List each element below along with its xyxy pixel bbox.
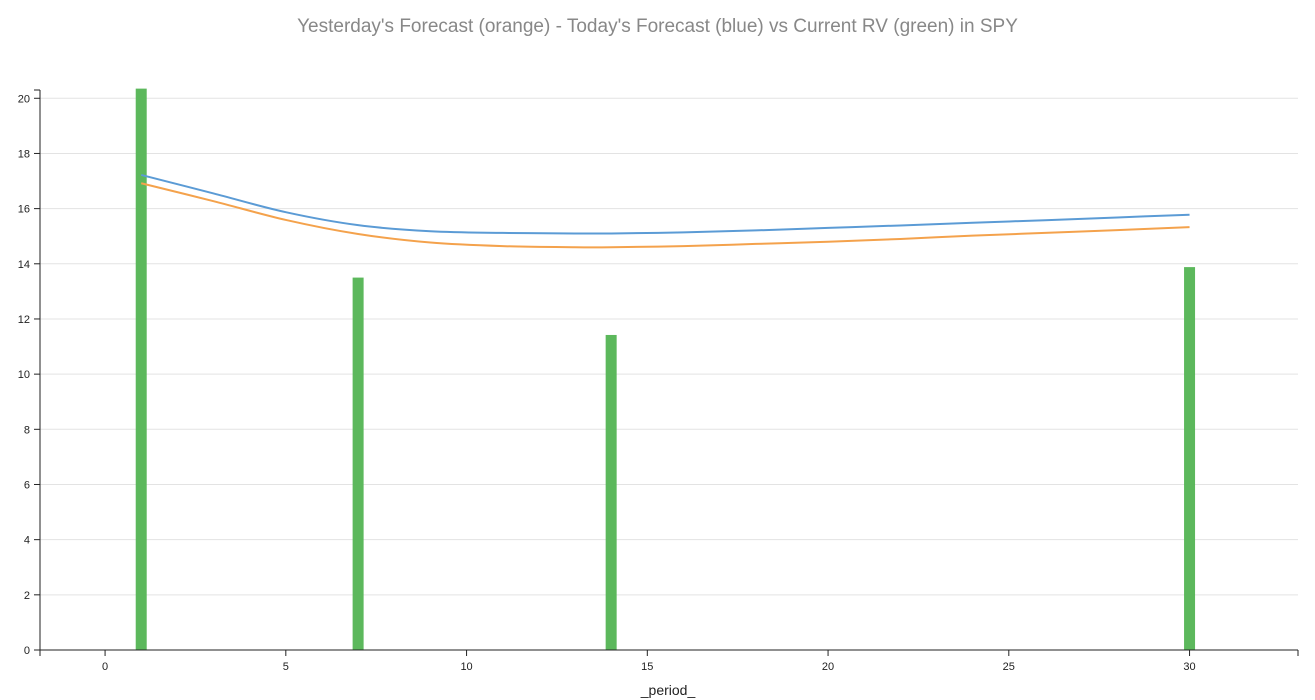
axes: 0 2 4 6 8 10 12 14 16 18 20 0 5 10 15 20 25 30 [18, 89, 1299, 673]
bar [1184, 267, 1196, 650]
x-tick-label: 30 [1183, 661, 1195, 673]
series-line [140, 173, 1190, 235]
x-axis-label: _period_ [640, 682, 696, 698]
y-tick-label: 4 [24, 535, 30, 547]
series-line [140, 182, 1190, 249]
chart-title: Yesterday's Forecast (orange) - Today's … [297, 16, 1018, 37]
x-tick-label: 20 [822, 661, 834, 673]
y-tick-label: 16 [18, 204, 30, 216]
y-tick-label: 8 [24, 424, 30, 436]
y-tick-label: 6 [24, 479, 30, 491]
x-tick-label: 15 [641, 661, 653, 673]
lines [140, 173, 1190, 249]
x-tick-label: 0 [102, 661, 108, 673]
y-tick-label: 18 [18, 148, 30, 160]
bar [352, 277, 364, 650]
bars [135, 88, 1196, 651]
y-tick-label: 20 [18, 93, 30, 105]
gridlines [40, 97, 1298, 596]
y-tick-label: 10 [18, 369, 30, 381]
y-tick-label: 2 [24, 590, 30, 602]
y-tick-label: 12 [18, 314, 30, 326]
y-tick-label: 14 [18, 259, 30, 271]
x-tick-label: 25 [1003, 661, 1015, 673]
bar [605, 334, 617, 650]
x-tick-label: 10 [460, 661, 472, 673]
bar [135, 88, 147, 651]
x-tick-label: 5 [283, 661, 289, 673]
y-tick-label: 0 [24, 645, 30, 657]
